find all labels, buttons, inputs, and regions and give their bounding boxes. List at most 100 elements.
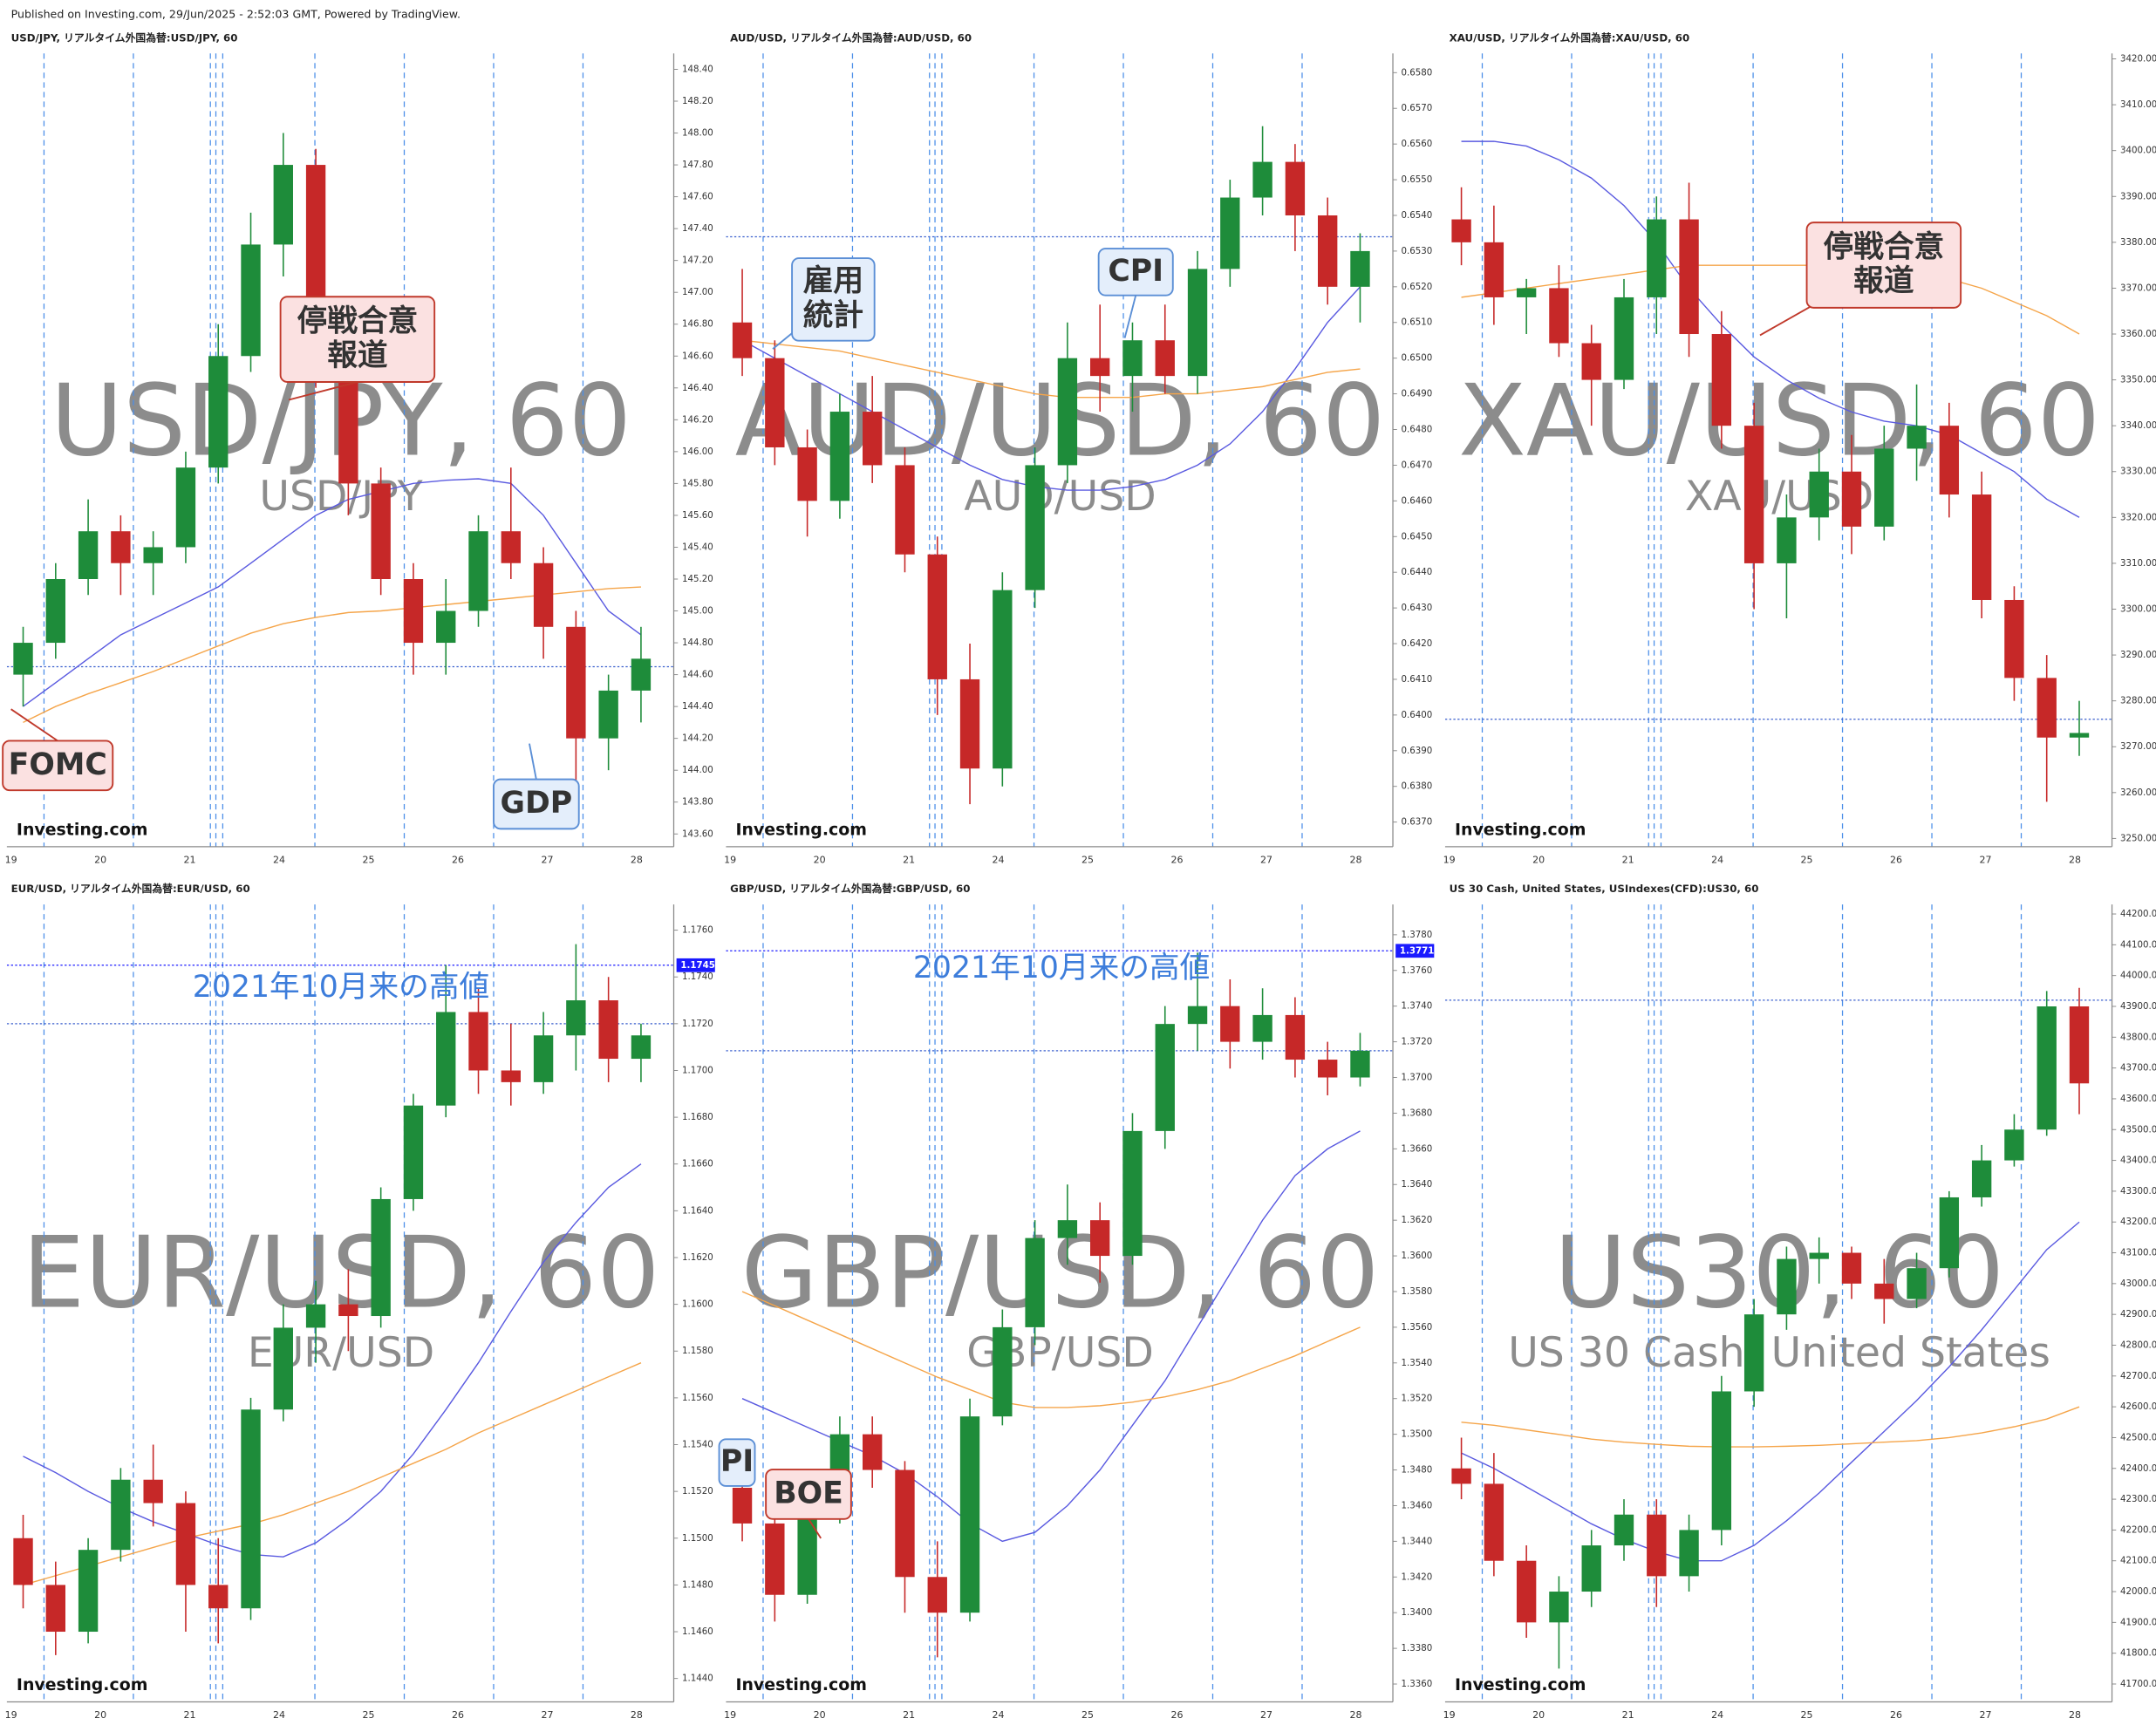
moving-average	[741, 286, 1361, 491]
chart-title: EUR/USD, リアルタイム外国為替:EUR/USD, 60	[11, 883, 250, 895]
moving-average	[1461, 1406, 2080, 1448]
y-tick-label: 42600.0	[2120, 1401, 2156, 1412]
y-tick-label: 1.1580	[682, 1346, 713, 1356]
y-tick-label: 0.6450	[1401, 531, 1432, 542]
x-tick-label: 26	[1890, 855, 1902, 866]
chart-title: XAU/USD, リアルタイム外国為替:XAU/USD, 60	[1450, 31, 1690, 44]
chart-title: USD/JPY, リアルタイム外国為替:USD/JPY, 60	[11, 31, 238, 44]
y-tick-label: 1.1660	[682, 1159, 713, 1169]
y-tick-label: 146.60	[682, 351, 713, 361]
y-tick-label: 0.6490	[1401, 389, 1432, 399]
callout-text: BOE	[774, 1476, 843, 1510]
x-tick-label: 19	[5, 1709, 17, 1721]
y-tick-label: 43500.0	[2120, 1124, 2156, 1135]
y-tick-label: 1.3460	[1401, 1500, 1432, 1510]
candle-body	[1743, 1314, 1764, 1392]
candle-body	[1777, 517, 1797, 563]
x-tick-label: 20	[94, 855, 106, 866]
y-tick-label: 42800.0	[2120, 1340, 2156, 1350]
watermark-subtitle: US 30 Cash, United States	[1508, 1329, 2050, 1377]
candle-body	[1809, 1252, 1829, 1259]
y-tick-label: 145.40	[682, 542, 713, 552]
candle-body	[371, 1198, 391, 1317]
y-tick-label: 3370.00	[2120, 283, 2156, 293]
y-tick-label: 43200.0	[2120, 1217, 2156, 1227]
y-tick-label: 0.6410	[1401, 674, 1432, 685]
y-tick-label: 148.00	[682, 128, 713, 139]
moving-average	[23, 478, 642, 707]
x-tick-label: 20	[1532, 1709, 1545, 1721]
y-tick-label: 0.6580	[1401, 67, 1432, 78]
callout-pointer	[529, 743, 537, 780]
x-tick-label: 20	[814, 1709, 826, 1721]
candle-body	[501, 531, 521, 563]
y-tick-label: 0.6420	[1401, 638, 1432, 649]
y-tick-label: 0.6500	[1401, 353, 1432, 364]
candle-body	[1285, 1014, 1306, 1060]
candle-body	[13, 643, 33, 675]
candle-body	[1025, 1238, 1045, 1327]
y-tick-label: 1.3500	[1401, 1429, 1432, 1440]
y-tick-label: 146.80	[682, 319, 713, 330]
candle-body	[1614, 297, 1634, 380]
candle-body	[1841, 471, 1862, 527]
y-tick-label: 0.6510	[1401, 317, 1432, 328]
callout-box	[279, 296, 436, 383]
y-tick-label: 146.00	[682, 447, 713, 457]
x-tick-label: 28	[2069, 855, 2081, 866]
candle-body	[959, 678, 980, 769]
x-tick-label: 25	[362, 855, 374, 866]
y-tick-label: 0.6530	[1401, 246, 1432, 256]
y-tick-label: 41700.0	[2120, 1679, 2156, 1689]
y-tick-label: 1.1460	[682, 1626, 713, 1637]
y-tick-label: 143.60	[682, 828, 713, 839]
callout-text: 停戦合意	[297, 303, 419, 338]
y-tick-label: 3410.00	[2120, 99, 2156, 110]
y-tick-label: 0.6430	[1401, 603, 1432, 613]
x-tick-label: 25	[1801, 855, 1813, 866]
candle-body	[863, 412, 883, 466]
callout-pointer	[808, 1518, 822, 1539]
y-tick-label: 3380.00	[2120, 237, 2156, 248]
candle-body	[403, 578, 424, 644]
y-tick-label: 1.1720	[682, 1019, 713, 1029]
candle-body	[1350, 250, 1370, 287]
candle-body	[1155, 340, 1175, 377]
y-tick-label: 44000.0	[2120, 971, 2156, 981]
y-tick-label: 3360.00	[2120, 329, 2156, 339]
candle-body	[1874, 448, 1894, 527]
x-tick-label: 27	[1260, 1709, 1272, 1721]
candle-body	[1777, 1258, 1797, 1315]
y-tick-label: 1.3720	[1401, 1037, 1432, 1047]
y-tick-label: 1.1520	[682, 1486, 713, 1497]
candle-body	[78, 1550, 99, 1633]
price-tag-label: 1.3771	[1400, 945, 1435, 956]
y-tick-label: 1.3440	[1401, 1536, 1432, 1546]
y-tick-label: 0.6540	[1401, 210, 1432, 221]
x-tick-label: 25	[1081, 855, 1094, 866]
y-tick-label: 42100.0	[2120, 1556, 2156, 1566]
y-tick-label: 1.1680	[682, 1112, 713, 1122]
candle-body	[1614, 1514, 1634, 1546]
y-tick-label: 3260.00	[2120, 788, 2156, 798]
y-tick-label: 147.00	[682, 287, 713, 297]
x-tick-label: 21	[184, 1709, 196, 1721]
x-tick-label: 26	[1170, 1709, 1183, 1721]
callout-text: PI	[720, 1444, 754, 1479]
candle-body	[78, 531, 99, 579]
candle-body	[241, 1409, 261, 1609]
callout-box	[718, 1438, 756, 1487]
candle-body	[1057, 358, 1078, 466]
x-tick-label: 26	[1890, 1709, 1902, 1721]
y-tick-label: 3330.00	[2120, 467, 2156, 477]
chart-panel: USD/JPY, リアルタイム外国為替:USD/JPY, 60USD/JPY, …	[2, 31, 713, 866]
candle-body	[927, 554, 947, 679]
watermark: XAU/USD, 60	[1458, 363, 2100, 478]
y-tick-label: 1.1540	[682, 1440, 713, 1450]
candle-body	[1089, 358, 1110, 377]
y-tick-label: 1.1600	[682, 1299, 713, 1310]
y-tick-label: 145.60	[682, 510, 713, 521]
candle-body	[1057, 1220, 1078, 1238]
y-tick-label: 3340.00	[2120, 420, 2156, 431]
candle-body	[1907, 1268, 1927, 1299]
